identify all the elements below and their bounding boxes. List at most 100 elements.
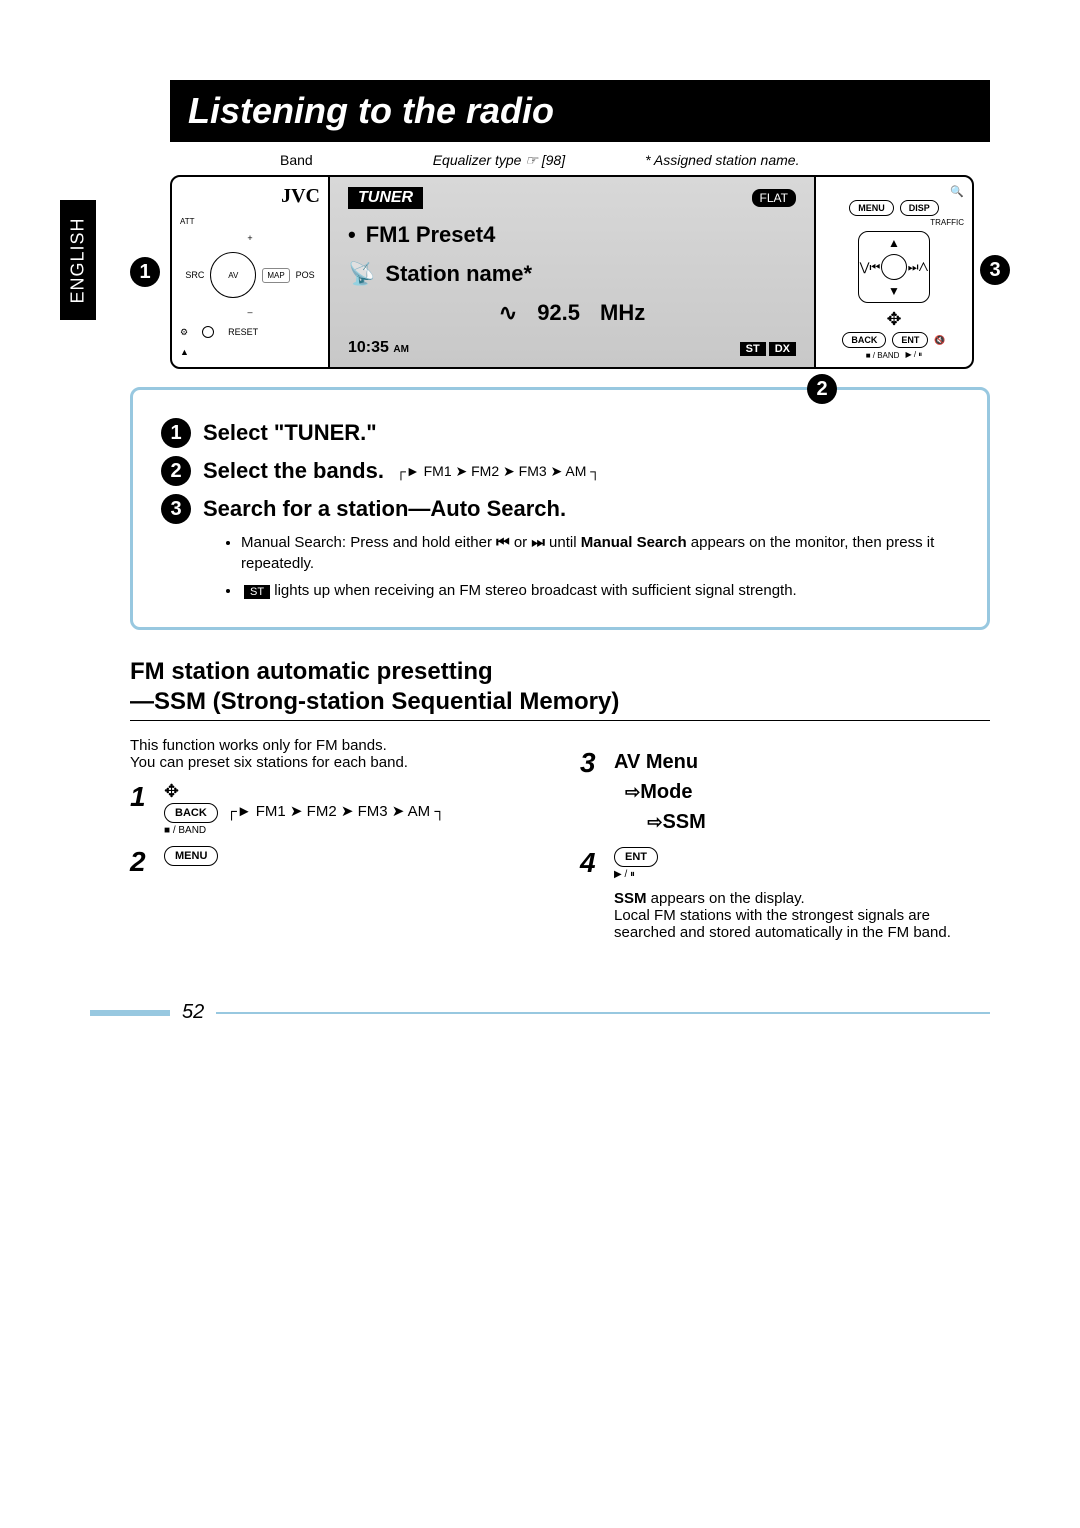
antenna-icon: 📡 xyxy=(348,261,375,287)
clock: 10:35 AM xyxy=(348,339,409,357)
frequency-line: ∿ 92.5 MHz xyxy=(348,300,796,326)
instruction-box: 2 1 Select "TUNER." 2 Select the bands. … xyxy=(130,387,990,630)
dpad[interactable]: ▲ ⋁⏮ ⏭⋀ ▼ xyxy=(858,231,930,303)
callout-3: 3 xyxy=(980,255,1010,285)
signal-icon: ∿ xyxy=(499,300,517,326)
band-under-label: ■ / BAND xyxy=(866,351,900,360)
step-3-badge: 3 xyxy=(161,494,191,524)
reset-hole[interactable] xyxy=(202,326,214,338)
traffic-label: TRAFFIC xyxy=(824,218,964,227)
device-right-panel: 🔍 MENU DISP TRAFFIC ▲ ⋁⏮ ⏭⋀ ▼ xyxy=(816,177,972,367)
left-dial-row: SRC AV MAP POS xyxy=(180,252,320,298)
dpad-center[interactable] xyxy=(881,254,907,280)
step-num-4: 4 xyxy=(580,847,602,879)
settings-icon: ⚙ xyxy=(180,327,188,338)
footer: 52 xyxy=(90,1001,990,1024)
ssm-result: SSM appears on the display. Local FM sta… xyxy=(614,890,990,941)
footer-line xyxy=(216,1012,990,1014)
left-icon[interactable]: ⋁⏮ xyxy=(860,260,881,275)
ssm-heading-1: FM station automatic presetting xyxy=(130,658,990,686)
left-column: This function works only for FM bands. Y… xyxy=(130,737,540,941)
step-num-2: 2 xyxy=(130,846,152,878)
station-name-line: 📡 Station name* xyxy=(348,261,796,287)
back-button[interactable]: BACK xyxy=(842,332,886,348)
reset-label: RESET xyxy=(228,327,258,337)
step-3-bullets: Manual Search: Press and hold either ⏮ o… xyxy=(201,532,959,601)
step-num-1: 1 xyxy=(130,781,152,813)
ssm-heading-2: —SSM (Strong-station Sequential Memory) xyxy=(130,688,990,716)
language-label: ENGLISH xyxy=(68,217,89,303)
band-under: ■ / BAND xyxy=(164,825,445,836)
ann-eq: Equalizer type ☞ [98] xyxy=(433,152,565,169)
page-number: 52 xyxy=(182,1001,204,1024)
bullet-manual-search: Manual Search: Press and hold either ⏮ o… xyxy=(241,532,959,574)
step-1-text: Select "TUNER." xyxy=(203,420,377,446)
disp-button[interactable]: DISP xyxy=(900,200,939,216)
ent-under: ▶ / ⏸ xyxy=(614,869,658,880)
src-label: SRC xyxy=(185,270,204,280)
page-title: Listening to the radio xyxy=(170,80,990,142)
bullet-st-indicator: ST lights up when receiving an FM stereo… xyxy=(241,580,959,601)
device-left-panel: JVC ATT + SRC AV MAP POS – ⚙ xyxy=(172,177,328,367)
language-tab: ENGLISH xyxy=(60,200,96,320)
annotations: Band Equalizer type ☞ [98] * Assigned st… xyxy=(280,152,990,169)
right-icon[interactable]: ⏭⋀ xyxy=(908,260,928,275)
device-screen: TUNER FLAT •FM1 Preset4 📡 Station name* … xyxy=(328,177,816,367)
band-chain-2: FM1 ➤ FM2 ➤ FM3 ➤ AM xyxy=(256,803,430,820)
back-pill[interactable]: BACK xyxy=(164,803,218,823)
st-inline-badge: ST xyxy=(244,585,270,599)
down-icon[interactable]: ▼ xyxy=(888,284,900,298)
pos-label: POS xyxy=(296,270,315,280)
callout-2: 2 xyxy=(807,374,837,404)
av-dial[interactable]: AV xyxy=(210,252,256,298)
up-icon[interactable]: ▲ xyxy=(888,236,900,250)
ent-pill[interactable]: ENT xyxy=(614,847,658,867)
arrow-icon-2: ⇨ xyxy=(647,812,662,832)
footer-bar xyxy=(90,1010,170,1016)
menu-path-1: AV Menu xyxy=(614,751,698,773)
search-icon: 🔍 xyxy=(950,185,964,198)
menu-pill[interactable]: MENU xyxy=(164,846,218,866)
step-3-text: Search for a station—Auto Search. xyxy=(203,496,566,522)
callout-1: 1 xyxy=(130,257,160,287)
ann-assigned: * Assigned station name. xyxy=(645,152,799,169)
step-3: 3 Search for a station—Auto Search. xyxy=(161,494,959,524)
menu-path-3: SSM xyxy=(662,811,705,833)
step-2: 2 Select the bands. ┌► FM1 ➤ FM2 ➤ FM3 ➤… xyxy=(161,456,959,486)
ssm-step-4: 4 ENT ▶ / ⏸ xyxy=(580,847,990,880)
band-preset-line: •FM1 Preset4 xyxy=(348,222,796,248)
divider xyxy=(130,720,990,721)
mute-icon: 🔇 xyxy=(934,335,945,346)
arrow-icon-1: ⇨ xyxy=(625,782,640,802)
joystick-icon-2 xyxy=(164,784,179,801)
map-button[interactable]: MAP xyxy=(262,268,289,283)
tuner-badge: TUNER xyxy=(348,187,423,209)
minus-label: – xyxy=(247,307,252,317)
ent-button[interactable]: ENT xyxy=(892,332,928,348)
step-2-badge: 2 xyxy=(161,456,191,486)
ssm-intro-2: You can preset six stations for each ban… xyxy=(130,754,540,771)
head-unit: JVC ATT + SRC AV MAP POS – ⚙ xyxy=(170,175,974,369)
joystick-icon xyxy=(886,309,901,330)
play-under-label: ▶ / ⏸ xyxy=(905,350,922,360)
menu-button[interactable]: MENU xyxy=(849,200,894,216)
step-2-text: Select the bands. xyxy=(203,458,384,484)
ssm-intro-1: This function works only for FM bands. xyxy=(130,737,540,754)
plus-label: + xyxy=(247,233,252,243)
menu-path-2: Mode xyxy=(640,781,692,803)
step-num-3: 3 xyxy=(580,747,602,779)
eq-badge: FLAT xyxy=(752,189,796,207)
band-chain: ┌► FM1 ➤ FM2 ➤ FM3 ➤ AM ┐ xyxy=(396,463,600,480)
step-1: 1 Select "TUNER." xyxy=(161,418,959,448)
ssm-step-2: 2 MENU xyxy=(130,846,540,878)
st-badge: ST xyxy=(740,342,766,356)
step-1-badge: 1 xyxy=(161,418,191,448)
dx-badge: DX xyxy=(769,342,796,356)
jvc-logo: JVC xyxy=(180,185,320,208)
ssm-step-1: 1 BACK ┌► FM1 ➤ FM2 ➤ FM3 ➤ AM ┐ ■ / BAN… xyxy=(130,781,540,836)
ssm-step-3: 3 AV Menu ⇨Mode ⇨SSM xyxy=(580,747,990,837)
right-column: 3 AV Menu ⇨Mode ⇨SSM 4 ENT ▶ / ⏸ xyxy=(580,737,990,941)
att-label: ATT xyxy=(180,217,320,226)
eject-icon[interactable]: ▲ xyxy=(180,347,189,357)
ann-band: Band xyxy=(280,152,313,169)
